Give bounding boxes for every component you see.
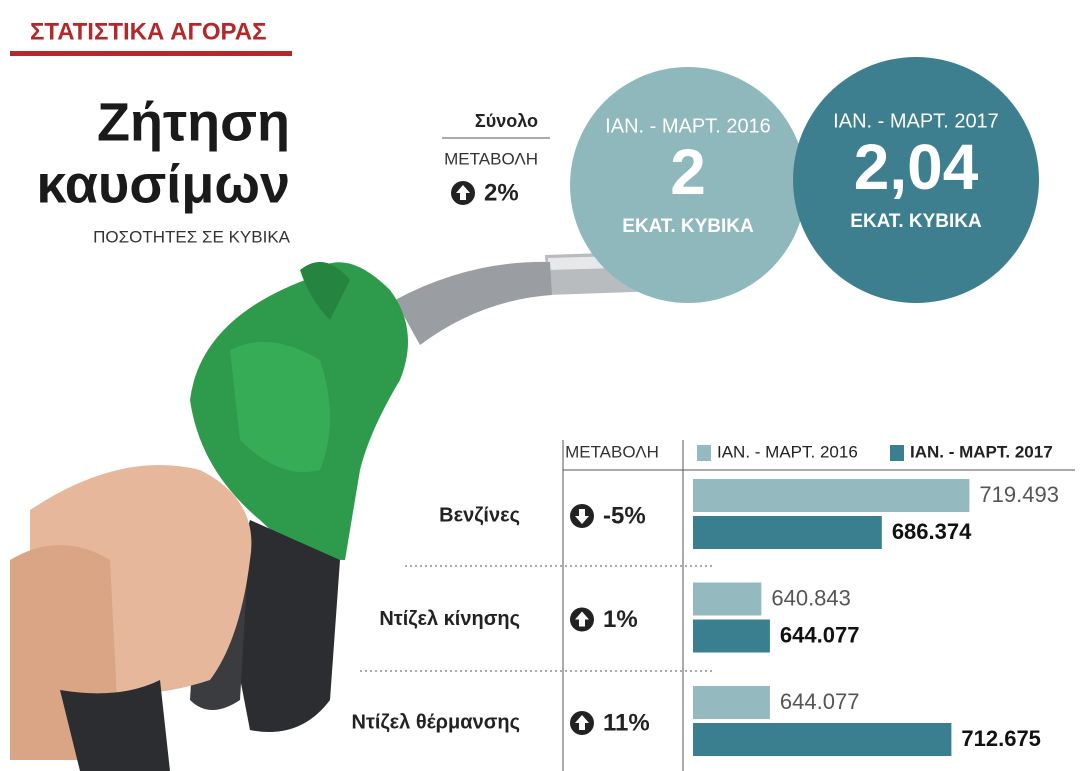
category-label: Βενζίνες [439, 504, 520, 526]
category-label: Ντίζελ θέρμανσης [352, 711, 520, 733]
section-label: ΣΤΑΤΙΣΤΙΚΑ ΑΓΟΡΑΣ [30, 18, 267, 45]
change-label: -5% [603, 502, 646, 529]
total-label: Σύνολο [475, 111, 538, 131]
bar [693, 619, 770, 653]
change-arrow [456, 185, 470, 200]
legend-swatch [697, 445, 711, 461]
circle-period: ΙΑΝ. - ΜΑΡΤ. 2017 [833, 110, 999, 132]
category-label: Ντίζελ κίνησης [379, 608, 520, 630]
title-line: καυσίμων [36, 154, 290, 214]
subtitle: ΠΟΣΟΤΗΤΕΣ ΣΕ ΚΥΒΙΚΑ [93, 227, 290, 246]
change-label: 11% [603, 709, 650, 736]
bar [693, 582, 762, 616]
title-line: Ζήτηση [97, 92, 290, 152]
value-label: 644.077 [780, 622, 860, 647]
bar [693, 686, 770, 719]
section-rule [10, 51, 292, 56]
circle-unit: ΕΚΑΤ. ΚΥΒΙΚΑ [850, 211, 982, 232]
circle-value: 2 [670, 136, 706, 208]
value-label: 644.077 [780, 689, 860, 714]
change-arrow [575, 509, 589, 524]
total-circle [793, 57, 1039, 303]
value-label: 719.493 [979, 482, 1059, 507]
bar [693, 516, 882, 549]
circle-period: ΙΑΝ. - ΜΑΡΤ. 2016 [605, 115, 771, 137]
total-circle [570, 67, 806, 303]
change-label: 1% [603, 606, 638, 633]
change-header: ΜΕΤΑΒΟΛΗ [565, 442, 659, 461]
bar [693, 723, 952, 756]
circle-unit: ΕΚΑΤ. ΚΥΒΙΚΑ [622, 216, 754, 237]
value-label: 640.843 [771, 585, 851, 610]
bar [693, 479, 970, 512]
total-change-header: ΜΕΤΑΒΟΛΗ [444, 149, 538, 168]
change-arrow [575, 611, 589, 627]
change-arrow [575, 715, 589, 730]
legend-swatch [890, 445, 904, 461]
value-label: 712.675 [961, 726, 1041, 751]
value-label: 686.374 [892, 519, 972, 544]
pump-illustration [10, 250, 690, 771]
circle-value: 2,04 [854, 131, 979, 203]
legend-label: ΙΑΝ. - ΜΑΡΤ. 2017 [910, 442, 1053, 461]
legend-label: ΙΑΝ. - ΜΑΡΤ. 2016 [717, 442, 858, 461]
total-change: 2% [484, 179, 519, 206]
